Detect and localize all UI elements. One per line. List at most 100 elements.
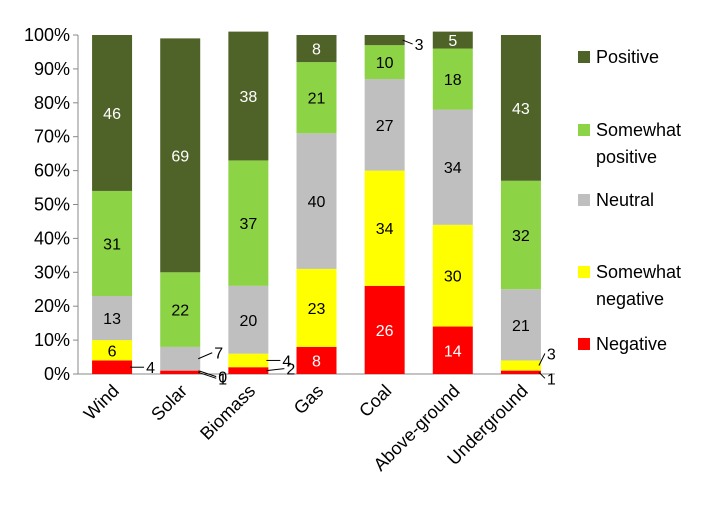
- x-category-label: Wind: [80, 381, 123, 424]
- data-label: 22: [171, 303, 189, 320]
- data-label: 31: [103, 236, 121, 253]
- leader-line: [538, 353, 546, 366]
- y-tick-label: 30%: [34, 262, 70, 282]
- bar-segment: [92, 190, 133, 297]
- bar-segment: [432, 326, 473, 374]
- data-label: 0: [218, 370, 227, 387]
- data-label: 20: [239, 313, 257, 330]
- bar-segment: [160, 272, 201, 347]
- data-label: 1: [218, 371, 227, 388]
- y-tick-label: 70%: [34, 127, 70, 147]
- leader-line: [198, 371, 217, 379]
- legend-swatch: [578, 194, 590, 206]
- data-label: 40: [308, 194, 326, 211]
- leader-line: [198, 370, 217, 378]
- bar-segment: [228, 160, 269, 286]
- data-label: 30: [444, 269, 462, 286]
- leader-line: [198, 352, 213, 360]
- bar-segment: [92, 340, 133, 361]
- data-label: 4: [282, 353, 291, 370]
- bar-segment: [296, 268, 337, 347]
- y-tick-label: 80%: [34, 93, 70, 113]
- data-label: 1: [547, 371, 556, 388]
- data-label: 34: [444, 160, 462, 177]
- legend-swatch: [578, 338, 590, 350]
- bar-segment: [432, 224, 473, 327]
- legend-swatch: [578, 266, 590, 278]
- legend-label: Somewhat: [596, 262, 681, 282]
- data-label: 8: [312, 42, 321, 59]
- leader-line: [402, 39, 413, 45]
- data-label: 69: [171, 148, 189, 165]
- bar-segment: [432, 109, 473, 225]
- data-label: 34: [376, 221, 394, 238]
- data-label: 14: [444, 343, 462, 360]
- data-label: 5: [448, 33, 457, 50]
- bar-segment: [92, 296, 133, 341]
- data-label: 10: [376, 55, 394, 72]
- data-label: 3: [415, 37, 424, 54]
- data-label: 37: [239, 216, 257, 233]
- bar-segment: [296, 35, 337, 63]
- legend-label: Negative: [596, 334, 667, 354]
- bar-segment: [296, 346, 337, 374]
- data-label: 27: [376, 118, 394, 135]
- data-label: 46: [103, 106, 121, 123]
- bar-segment: [364, 35, 405, 46]
- x-category-label: Gas: [290, 381, 327, 418]
- data-label: 26: [376, 323, 394, 340]
- bar-segment: [92, 360, 133, 374]
- data-label: 38: [239, 89, 257, 106]
- bar-segment: [500, 35, 541, 181]
- bar-segment: [160, 346, 201, 371]
- bar-segment: [228, 285, 269, 354]
- data-label: 6: [108, 343, 117, 360]
- bar-segment: [160, 38, 201, 273]
- data-label: 21: [308, 91, 326, 108]
- bar-segment: [364, 45, 405, 80]
- legend-label: Somewhat: [596, 120, 681, 140]
- bar-segment: [500, 370, 541, 374]
- y-tick-label: 20%: [34, 296, 70, 316]
- bar-segment: [92, 35, 133, 191]
- bar-segment: [364, 79, 405, 171]
- y-tick-label: 10%: [34, 330, 70, 350]
- bar-segment: [432, 48, 473, 110]
- bar-segment: [228, 31, 269, 161]
- y-tick-label: 40%: [34, 228, 70, 248]
- x-category-label: Solar: [147, 381, 191, 425]
- legend-swatch: [578, 51, 590, 63]
- data-label: 8: [312, 353, 321, 370]
- bar-segment: [228, 353, 269, 368]
- bar-segment: [160, 370, 201, 374]
- y-tick-label: 50%: [34, 195, 70, 215]
- x-category-label: Biomass: [196, 381, 259, 444]
- leader-line: [538, 371, 546, 379]
- data-label: 2: [286, 362, 295, 379]
- bar-segment: [364, 170, 405, 286]
- legend-label-line2: negative: [596, 289, 664, 309]
- data-label: 18: [444, 72, 462, 89]
- bar-segment: [432, 31, 473, 49]
- y-tick-label: 0%: [44, 364, 70, 384]
- data-label: 43: [512, 101, 530, 118]
- bar-segment: [296, 133, 337, 269]
- legend-label: Neutral: [596, 190, 654, 210]
- bars: 4613314610722692420373882340218263427103…: [92, 31, 556, 388]
- data-label: 23: [308, 301, 326, 318]
- bar-segment: [296, 62, 337, 134]
- y-tick-label: 100%: [24, 25, 70, 45]
- x-category-label: Coal: [355, 381, 395, 421]
- bar-segment: [500, 180, 541, 290]
- legend-label-line2: positive: [596, 147, 657, 167]
- legend: Positive Somewhat positive Neutral Somewhat n…: [578, 47, 681, 354]
- y-tick-label: 90%: [34, 59, 70, 79]
- y-tick-label: 60%: [34, 161, 70, 181]
- data-label: 32: [512, 228, 530, 245]
- data-label: 3: [547, 347, 556, 364]
- leader-line: [266, 368, 285, 372]
- data-label: 13: [103, 311, 121, 328]
- legend-label: Positive: [596, 47, 659, 67]
- data-label: 4: [146, 360, 155, 377]
